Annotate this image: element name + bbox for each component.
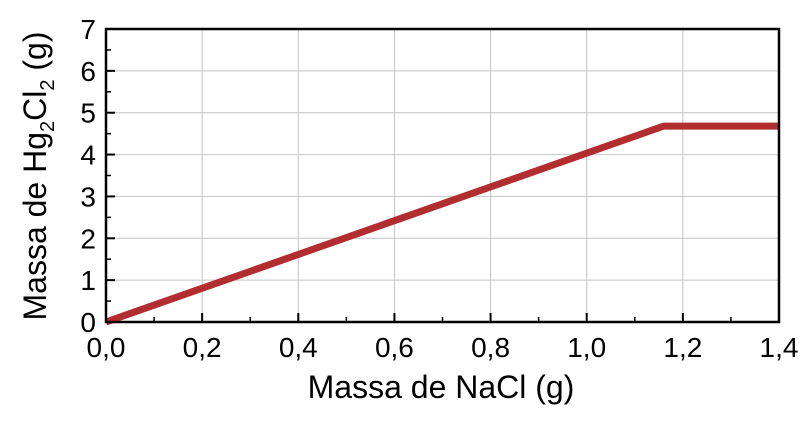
y-tick-label: 3: [80, 181, 96, 212]
y-axis-title-prefix: Massa de Hg: [17, 132, 53, 321]
y-axis-title: Massa de Hg2Cl2 (g): [17, 32, 59, 321]
y-tick-label: 1: [80, 265, 96, 296]
x-tick-label: 1,2: [663, 332, 702, 363]
y-tick-label: 5: [80, 98, 96, 129]
series-layer: [104, 122, 779, 326]
y-tick-labels: 0 1 2 3 4 5 6 7: [80, 14, 96, 338]
grid: [105, 28, 780, 323]
y-axis-title-suffix: (g): [17, 32, 53, 80]
x-tick-label: 0,0: [87, 332, 126, 363]
y-tick-label: 0: [80, 307, 96, 338]
plot-frame: [104, 27, 781, 324]
y-tick-label: 7: [80, 14, 96, 45]
y-tick-label: 2: [80, 223, 96, 254]
x-tick-label: 1,4: [760, 332, 799, 363]
series-line: [104, 122, 779, 326]
x-tick-label: 1,0: [567, 332, 606, 363]
y-tick-label: 6: [80, 56, 96, 87]
y-tick-label: 4: [80, 140, 96, 171]
x-axis-title: Massa de NaCl (g): [308, 369, 575, 405]
y-axis-title-mid: Cl: [17, 91, 53, 121]
ticks: [105, 28, 780, 323]
x-tick-label: 0,8: [471, 332, 510, 363]
x-tick-label: 0,4: [279, 332, 318, 363]
x-tick-label: 0,6: [375, 332, 414, 363]
x-tick-labels: 0,0 0,2 0,4 0,6 0,8 1,0 1,2 1,4: [87, 332, 799, 363]
y-axis-title-subscript-1: 2: [37, 121, 59, 132]
x-tick-label: 0,2: [183, 332, 222, 363]
y-axis-title-subscript-2: 2: [37, 80, 59, 91]
